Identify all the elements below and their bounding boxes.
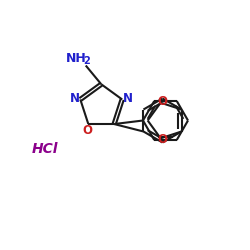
Text: NH: NH	[66, 52, 87, 65]
Text: O: O	[82, 124, 92, 137]
Text: O: O	[157, 133, 167, 146]
Text: N: N	[70, 92, 80, 105]
Text: O: O	[157, 95, 167, 108]
Text: N: N	[123, 92, 133, 105]
Text: 2: 2	[84, 56, 90, 66]
Text: HCl: HCl	[32, 142, 58, 156]
